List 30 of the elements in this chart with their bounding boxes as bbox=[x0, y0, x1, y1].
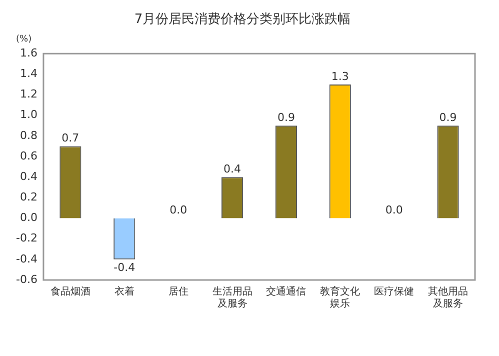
y-tick-label: 1.2 bbox=[20, 88, 38, 101]
y-tick-label: -0.2 bbox=[16, 232, 38, 245]
y-axis-title: (%) bbox=[16, 34, 32, 44]
data-label: 0.4 bbox=[224, 162, 242, 176]
x-tick-label: 生活用品及服务 bbox=[212, 286, 252, 310]
y-tick-label: 0.0 bbox=[20, 211, 38, 224]
y-tick-label: -0.4 bbox=[16, 252, 38, 266]
y-tick-label: 0.6 bbox=[20, 149, 38, 162]
y-tick-label: 0.2 bbox=[20, 190, 38, 204]
x-tick-label: 其他用品及服务 bbox=[428, 286, 468, 310]
x-tick-label: 教育文化娱乐 bbox=[320, 286, 360, 310]
y-tick-label: 1.4 bbox=[20, 67, 38, 80]
data-label: 0.7 bbox=[62, 132, 80, 145]
x-tick-label: 交通通信 bbox=[266, 286, 306, 298]
y-tick-label: -0.6 bbox=[16, 272, 38, 286]
x-tick-label: 医疗保健 bbox=[374, 286, 414, 298]
x-tick-label: 衣着 bbox=[114, 286, 134, 298]
chart-title: 7月份居民消费价格分类别环比涨跌幅 bbox=[134, 12, 351, 28]
x-tick-label: 居住 bbox=[168, 286, 188, 298]
y-tick-label: 1.6 bbox=[20, 46, 38, 60]
y-tick-label: 1.0 bbox=[20, 108, 38, 122]
data-label: 0.0 bbox=[385, 204, 403, 217]
data-label: 0.9 bbox=[277, 110, 295, 124]
y-tick-label: 0.8 bbox=[20, 128, 38, 142]
data-label: 0.0 bbox=[170, 204, 188, 217]
data-label: -0.4 bbox=[114, 260, 136, 274]
data-label: 0.9 bbox=[439, 110, 457, 124]
data-label: 1.3 bbox=[331, 70, 349, 83]
y-tick-label: 0.4 bbox=[20, 170, 38, 183]
x-tick-label: 食品烟酒 bbox=[50, 286, 90, 298]
